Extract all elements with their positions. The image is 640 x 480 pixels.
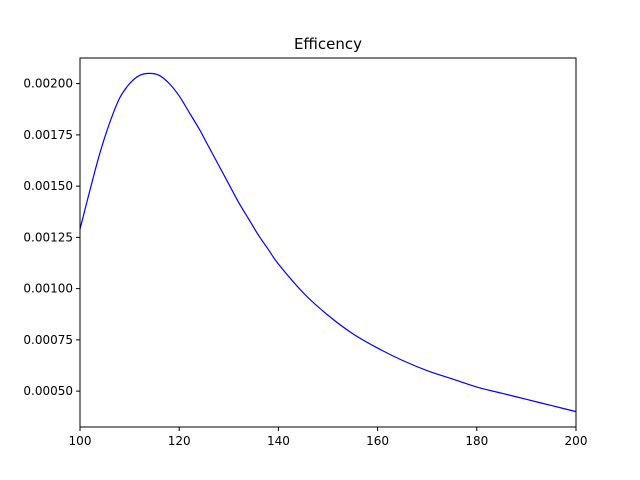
x-axis: 100 120 140 160 180 200 (69, 427, 588, 448)
chart-title: Efficency (294, 35, 362, 53)
y-tick-label: 0.00050 (23, 384, 73, 398)
x-tick-label: 180 (465, 434, 488, 448)
y-tick-label: 0.00075 (23, 333, 73, 347)
y-tick-label: 0.00150 (23, 179, 73, 193)
x-tick-label: 120 (168, 434, 191, 448)
x-tick-label: 160 (366, 434, 389, 448)
x-tick-label: 200 (565, 434, 588, 448)
y-tick-label: 0.00175 (23, 128, 73, 142)
y-tick-label: 0.00125 (23, 230, 73, 244)
efficiency-series-line (79, 72, 577, 413)
y-tick-label: 0.00200 (23, 77, 73, 91)
plot-area (79, 72, 577, 413)
y-axis: 0.00050 0.00075 0.00100 0.00125 0.00150 0.001… (23, 77, 80, 398)
x-tick-label: 140 (267, 434, 290, 448)
x-tick-label: 100 (69, 434, 92, 448)
axes-frame (79, 57, 577, 428)
y-tick-label: 0.00100 (23, 282, 73, 296)
